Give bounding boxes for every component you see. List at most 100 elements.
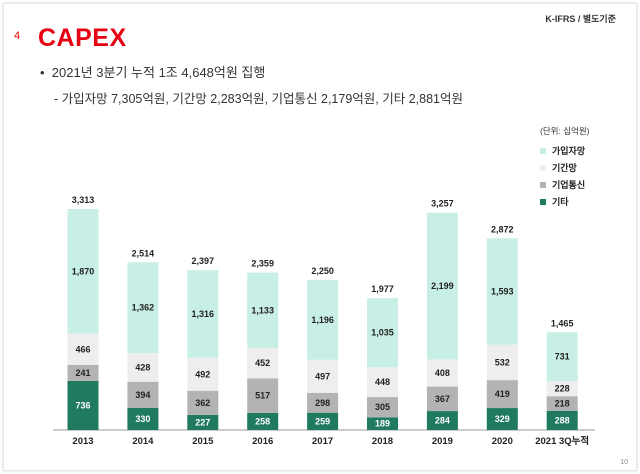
bar-segment [426, 359, 458, 387]
legend-swatch [540, 181, 546, 188]
segment-label: 419 [495, 389, 510, 399]
x-tick-label: 2018 [372, 436, 393, 447]
bar-segment [426, 411, 458, 430]
bar-segment [486, 380, 518, 409]
segment-label: 497 [315, 371, 330, 381]
total-label: 1,977 [371, 284, 394, 294]
legend-item: 기업통신 [540, 176, 585, 193]
page-number: 10 [620, 459, 628, 466]
total-label: 2,872 [491, 224, 514, 234]
x-tick-label: 2013 [72, 436, 93, 447]
segment-label: 1,316 [192, 309, 215, 319]
segment-label: 448 [375, 377, 390, 387]
segment-label: 1,362 [132, 303, 155, 313]
total-label: 1,465 [551, 318, 574, 328]
bar-segment [187, 414, 219, 430]
bar-segment [546, 410, 578, 430]
bar-segment [67, 380, 99, 430]
segment-label: 305 [375, 402, 390, 412]
segment-label: 259 [315, 416, 330, 426]
segment-label: 228 [555, 384, 570, 394]
legend-item: 기간망 [540, 159, 585, 176]
total-label: 2,359 [251, 259, 274, 269]
bar-segment [307, 392, 339, 413]
total-label: 2,514 [132, 248, 155, 258]
segment-label: 2,199 [431, 281, 454, 291]
segment-label: 1,133 [251, 305, 274, 315]
legend-label: 가입자망 [552, 146, 586, 156]
bar-segment [546, 332, 578, 382]
segment-label: 218 [555, 399, 570, 409]
segment-label: 532 [495, 357, 510, 367]
segment-label: 492 [195, 369, 210, 379]
total-label: 3,257 [431, 199, 454, 209]
bullet-sub: - 가입자망 7,305억원, 기간망 2,283억원, 기업통신 2,179억… [54, 92, 463, 106]
legend-label: 기업통신 [552, 180, 586, 190]
segment-label: 1,196 [311, 315, 334, 325]
segment-label: 298 [315, 398, 330, 408]
x-tick-label: 2019 [432, 436, 453, 447]
unit-label: (단위: 십억원) [540, 126, 590, 136]
x-tick-label: 2020 [492, 436, 513, 447]
bar-segment [486, 238, 518, 345]
segment-label: 241 [75, 368, 90, 378]
segment-label: 1,593 [491, 286, 514, 296]
bar-segment [546, 396, 578, 411]
bar-segment [307, 359, 339, 393]
segment-label: 367 [435, 394, 450, 404]
bar-segment [67, 333, 99, 365]
bar-segment [247, 378, 279, 413]
segment-label: 731 [555, 352, 570, 362]
segment-label: 258 [255, 416, 270, 426]
bar-segment [307, 412, 339, 430]
legend-label: 기타 [552, 197, 569, 207]
segment-label: 517 [255, 391, 270, 401]
accounting-standard: K-IFRS / 별도기준 [545, 14, 616, 24]
x-tick-label: 2015 [192, 436, 214, 447]
bar-segment [127, 262, 159, 354]
legend-item: 가입자망 [540, 142, 585, 159]
segment-label: 330 [135, 414, 150, 424]
bar-segment [486, 344, 518, 381]
bar-segment [247, 272, 279, 349]
bullet-main-text: 2021년 3분기 누적 1조 4,648억원 집행 [51, 65, 266, 80]
section-number: 4 [14, 30, 21, 42]
segment-label: 1,035 [371, 328, 394, 338]
x-tick-label: 2017 [312, 436, 333, 447]
page-title: CAPEX [38, 24, 127, 52]
bar-segment [187, 270, 219, 358]
segment-label: 452 [255, 358, 270, 368]
total-label: 2,397 [192, 256, 215, 266]
bar-segment [67, 364, 99, 381]
bar-segment [486, 408, 518, 430]
bar-segment [367, 417, 398, 430]
segment-label: 329 [495, 414, 510, 424]
segment-label: 428 [135, 362, 150, 372]
legend-swatch [540, 198, 546, 205]
segment-label: 1,870 [72, 266, 95, 276]
segment-label: 362 [195, 398, 210, 408]
segment-label: 189 [375, 419, 390, 429]
bar-segment [546, 381, 578, 397]
slide-frame [3, 3, 637, 471]
bar-segment [187, 390, 219, 415]
bar-segment [247, 348, 279, 379]
segment-label: 227 [195, 417, 210, 427]
total-label: 3,313 [72, 195, 95, 205]
bar-segment [187, 357, 219, 391]
segment-label: 394 [135, 390, 150, 400]
bullet-main: • 2021년 3분기 누적 1조 4,648억원 집행 [40, 65, 266, 80]
bar-segment [367, 367, 398, 398]
legend-label: 기간망 [552, 163, 577, 173]
segment-label: 284 [435, 416, 450, 426]
x-tick-label: 2014 [132, 436, 154, 447]
bar-segment [247, 412, 279, 430]
segment-label: 408 [435, 368, 450, 378]
segment-label: 288 [555, 415, 570, 425]
segment-label: 466 [75, 344, 90, 354]
segment-label: 736 [75, 400, 90, 410]
bar-segment [127, 353, 159, 382]
bar-segment [367, 298, 398, 368]
legend-item: 기타 [540, 193, 585, 210]
